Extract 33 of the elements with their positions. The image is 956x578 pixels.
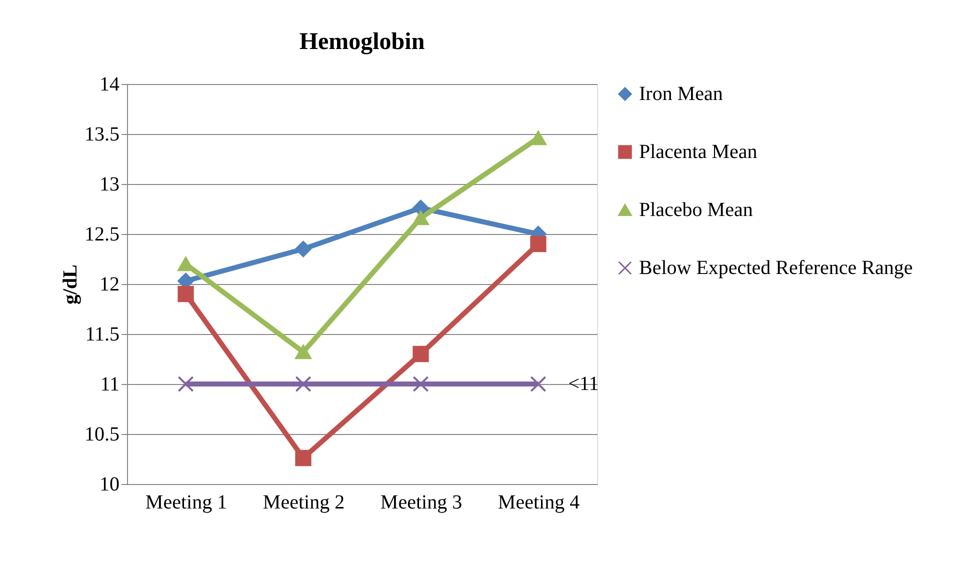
point — [295, 344, 312, 360]
point — [412, 346, 429, 362]
point — [178, 376, 194, 392]
y-tick-label: 12 — [100, 274, 120, 296]
y-tick-label: 10 — [100, 474, 120, 496]
point — [178, 286, 194, 302]
point — [530, 130, 546, 146]
point — [530, 236, 546, 252]
y-tick-label: 13.5 — [84, 124, 120, 146]
legend-label: Below Expected Reference Range — [639, 257, 913, 279]
point — [412, 210, 429, 226]
legend-label: Placenta Mean — [639, 141, 758, 163]
y-axis-title: g/dL — [60, 264, 82, 305]
x-tick-label: Meeting 4 — [498, 492, 580, 514]
x-tick-label: Meeting 3 — [380, 492, 462, 514]
point — [412, 200, 429, 216]
point — [295, 240, 312, 258]
x-tick-label: Meeting 1 — [145, 492, 228, 514]
y-tick-label: 13 — [100, 174, 120, 196]
point — [295, 376, 312, 392]
x-tick-label: Meeting 2 — [262, 492, 345, 514]
y-tick-label: 11.5 — [85, 324, 120, 346]
y-tick-label: 10.5 — [84, 424, 120, 446]
chart-title: Hemoglobin — [299, 29, 425, 55]
y-tick-label: 12.5 — [84, 224, 120, 246]
y-tick-label: 11 — [100, 374, 120, 396]
legend-label: Placebo Mean — [639, 199, 753, 221]
point — [295, 450, 312, 466]
legend-label: Iron Mean — [639, 83, 723, 105]
annotation: <11 — [568, 373, 599, 395]
y-tick-label: 14 — [100, 74, 120, 96]
point — [530, 376, 546, 392]
point — [412, 376, 429, 392]
